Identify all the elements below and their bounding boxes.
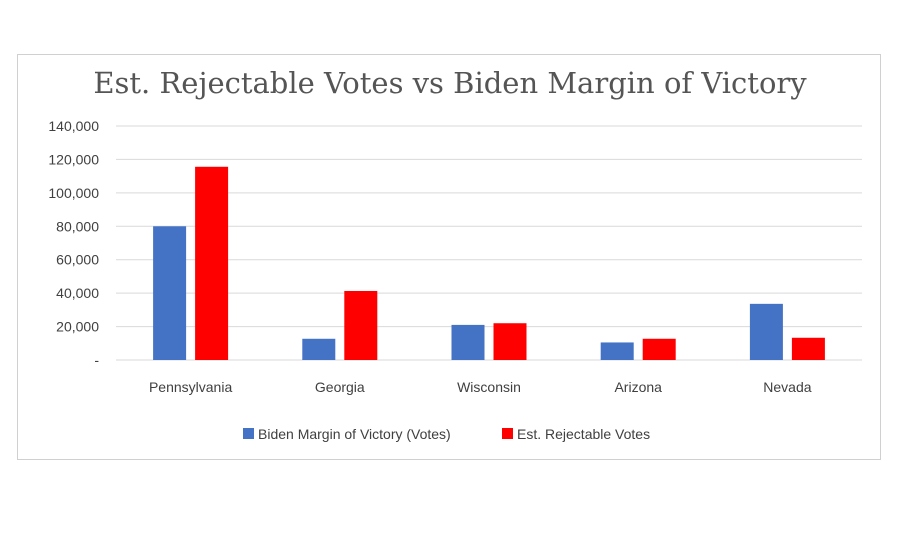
gridlines (116, 125, 862, 361)
y-axis-ticks: - 20,000 40,000 60,000 80,000 100,000 120,000 1… (48, 118, 99, 368)
legend-label: Est. Rejectable Votes (517, 426, 650, 442)
x-category-label: Pennsylvania (149, 379, 232, 395)
x-axis-categories: Pennsylvania Georgia Wisconsin Arizona Nevad… (149, 379, 812, 395)
y-tick-label: 40,000 (56, 285, 99, 301)
bar-margin-arizona (600, 342, 634, 360)
bar-rejectable-arizona (642, 338, 676, 360)
x-category-label: Arizona (614, 379, 662, 395)
x-category-label: Wisconsin (457, 379, 521, 395)
legend-swatch (243, 428, 254, 439)
bar-margin-georgia (302, 338, 336, 360)
bar-rejectable-pennsylvania (195, 166, 229, 360)
legend-label: Biden Margin of Victory (Votes) (258, 426, 451, 442)
bar-margin-nevada (749, 303, 783, 360)
y-tick-label: 100,000 (48, 185, 99, 201)
y-tick-label: - (94, 352, 99, 368)
x-category-label: Nevada (763, 379, 811, 395)
bar-rejectable-georgia (344, 290, 378, 360)
legend: Biden Margin of Victory (Votes) Est. Reje… (243, 426, 650, 442)
bar-rejectable-wisconsin (493, 323, 527, 360)
bars (153, 166, 825, 360)
y-tick-label: 60,000 (56, 252, 99, 268)
x-category-label: Georgia (315, 379, 365, 395)
y-tick-label: 120,000 (48, 151, 99, 167)
bar-margin-wisconsin (451, 324, 485, 360)
legend-swatch (502, 428, 513, 439)
y-tick-label: 80,000 (56, 218, 99, 234)
y-tick-label: 140,000 (48, 118, 99, 134)
bar-margin-pennsylvania (153, 226, 187, 360)
bar-rejectable-nevada (791, 337, 825, 360)
chart-title: Est. Rejectable Votes vs Biden Margin of… (93, 66, 807, 100)
y-tick-label: 20,000 (56, 319, 99, 335)
